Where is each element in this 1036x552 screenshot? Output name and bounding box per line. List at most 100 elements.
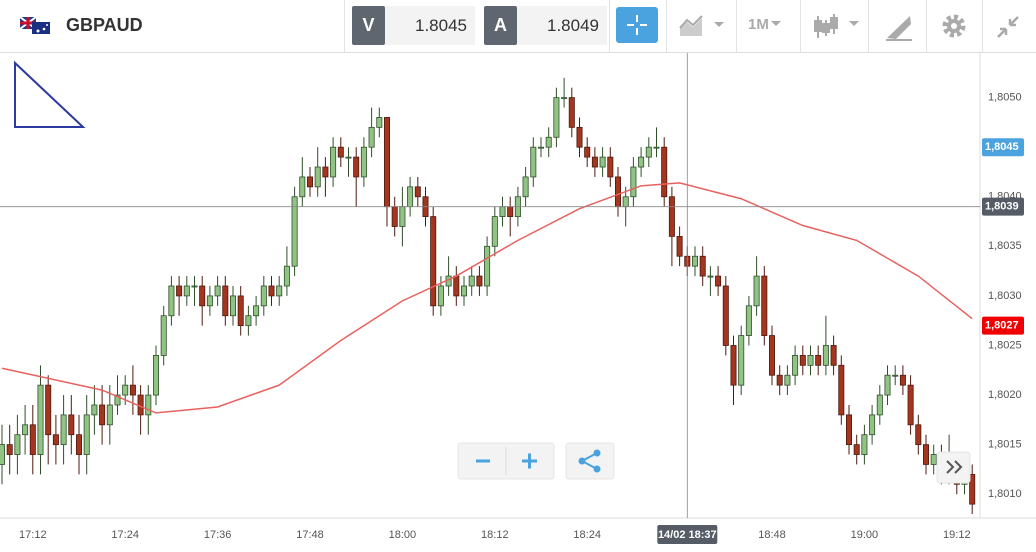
candle-body [668, 196, 675, 237]
price-marker-label: 1,8045 [985, 141, 1019, 153]
candle-body [553, 97, 560, 138]
candle-body [191, 285, 198, 288]
crosshair-button[interactable] [616, 7, 658, 43]
candle-body [561, 97, 568, 100]
candle-body [822, 345, 829, 366]
candle-body [337, 146, 344, 158]
candle-body [853, 444, 860, 455]
separator [800, 0, 801, 52]
separator [344, 0, 345, 52]
candle-body [761, 275, 768, 336]
candle-body [322, 166, 329, 178]
x-tick-label: 18:48 [758, 529, 786, 541]
candle-body [638, 156, 645, 168]
candle-body [122, 384, 129, 396]
overlays: 14/02 18:37 1,8039 1,8045 1,8027 [0, 53, 1024, 544]
moving-average [1, 182, 973, 414]
candle-body [0, 444, 5, 465]
candle-body [907, 384, 914, 426]
candle-body [114, 394, 121, 406]
y-tick-label: 1,8015 [988, 439, 1022, 451]
separator [609, 0, 610, 52]
candle-body [468, 275, 475, 287]
candle-body [37, 384, 44, 455]
toolbar: GBPAUD V 1.8045 A 1.8049 1M [0, 0, 1036, 53]
candle-body [76, 434, 83, 455]
drawing-button[interactable] [884, 12, 914, 42]
x-tick-label: 17:48 [296, 529, 324, 541]
candle-body [29, 424, 36, 455]
candle-body [291, 196, 298, 267]
candle-body [522, 176, 529, 198]
separator [982, 0, 983, 52]
candle-body [145, 394, 152, 416]
separator [666, 0, 667, 52]
chart: 1,8010 1,8015 1,8020 1,8025 1,8030 1,8035 1,80… [0, 53, 1036, 544]
candle-body [799, 354, 806, 366]
crosshair-icon [627, 15, 647, 35]
scroll-icon [946, 460, 963, 474]
candle-body [899, 374, 906, 386]
x-tick-label: 19:00 [851, 529, 879, 541]
zoom-in-button[interactable] [522, 453, 537, 469]
candle-body [345, 156, 352, 159]
settings-button[interactable] [940, 12, 968, 40]
candle-style-button[interactable] [812, 12, 862, 42]
plot [0, 77, 976, 515]
candle-body [260, 285, 267, 307]
price-marker-label: 1,8027 [985, 320, 1019, 332]
flag-icon [20, 17, 50, 34]
chart-type-button[interactable] [678, 14, 728, 40]
candle-body [568, 97, 575, 128]
ask-label: A [484, 6, 517, 45]
candle-body [607, 156, 614, 178]
candle-body [707, 275, 714, 278]
candle-body [168, 285, 175, 317]
candle-body [869, 414, 876, 436]
candle-body [14, 434, 21, 455]
x-tick-label: 18:24 [573, 529, 601, 541]
candle-body [253, 305, 260, 317]
share-button[interactable] [565, 442, 615, 480]
candle-body [268, 285, 275, 297]
timeframe-button[interactable]: 1M [748, 16, 783, 33]
crosshair-x-box [657, 525, 718, 544]
candle-body [930, 454, 937, 465]
zoom-controls [457, 442, 971, 484]
share-icon [578, 449, 601, 473]
candle-body [699, 255, 706, 277]
price-marker [982, 138, 1024, 157]
price-marker [982, 316, 1024, 335]
candle-body [915, 424, 922, 446]
candle-body [545, 136, 552, 148]
symbol: GBPAUD [66, 15, 143, 35]
candle-body [314, 166, 321, 188]
candle-body [152, 354, 159, 396]
timeframe: 1M [748, 16, 769, 33]
candle-body [738, 335, 745, 386]
x-tick-label: 17:12 [19, 529, 47, 541]
candle-body [692, 255, 699, 267]
ask-price: 1.8049 [517, 6, 607, 45]
candle-body [969, 473, 976, 505]
candle-body [222, 285, 229, 317]
x-tick-label: 18:00 [389, 529, 417, 541]
candle-body [530, 146, 537, 178]
y-tick-label: 1,8050 [988, 92, 1022, 104]
candle-body [622, 196, 629, 208]
candle-body [68, 414, 75, 436]
candle-body [599, 156, 606, 168]
candle-body [876, 394, 883, 416]
collapse-button[interactable] [994, 13, 1022, 41]
candle-body [183, 285, 190, 297]
x-tick-label: 18:12 [481, 529, 509, 541]
triangle-drawing[interactable] [14, 60, 86, 128]
candle-body [129, 384, 136, 396]
candle-body [214, 285, 221, 297]
candle-body [807, 354, 814, 366]
candle-body [22, 424, 29, 436]
candle-body [838, 364, 845, 416]
candle-body [576, 126, 583, 148]
candle-body [52, 434, 59, 446]
candle-body [745, 305, 752, 336]
